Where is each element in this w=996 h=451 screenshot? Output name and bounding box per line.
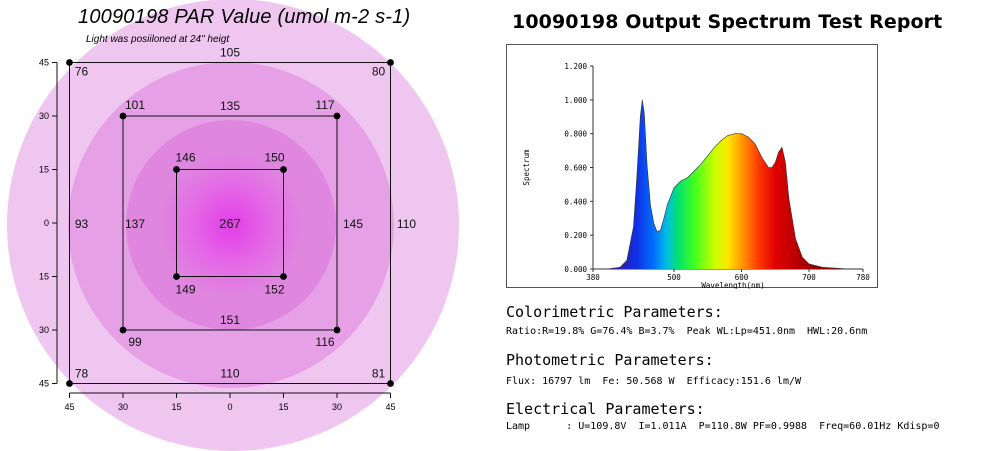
par-point-label: 110 <box>397 217 416 231</box>
par-point-marker <box>280 273 287 280</box>
par-point-label: 135 <box>220 99 240 113</box>
par-center-value: 267 <box>219 216 241 231</box>
par-point-label: 149 <box>175 283 195 297</box>
spectrum-y-tick-label: 0.200 <box>564 231 587 240</box>
par-point-marker <box>280 166 287 173</box>
spectrum-area <box>606 99 863 269</box>
par-x-tick-label: 30 <box>332 402 342 412</box>
par-point-marker <box>173 273 180 280</box>
par-x-tick-label: 45 <box>385 402 395 412</box>
par-point-marker <box>333 112 341 120</box>
par-point-marker <box>119 326 127 334</box>
par-y-tick-label: 30 <box>39 111 49 121</box>
par-ring-core <box>159 153 303 297</box>
spectrum-y-tick-label: 0.600 <box>564 164 587 173</box>
par-point-label: 93 <box>75 217 89 231</box>
par-point-label: 101 <box>125 98 145 112</box>
spectrum-y-tick-label: 0.800 <box>564 130 587 139</box>
par-y-tick-label: 0 <box>44 218 49 228</box>
electrical-heading: Electrical Parameters: <box>506 400 705 418</box>
spectrum-x-tick-label: 500 <box>667 273 681 282</box>
par-point-marker <box>66 59 73 66</box>
spectrum-chart: 0.000 0.200 0.400 0.600 0.800 1.000 1.200 380 50… <box>506 44 878 289</box>
par-frame-45 <box>69 62 391 384</box>
par-point-marker <box>387 59 394 66</box>
report-panel: 10090198 Output Spectrum Test Report 0.0… <box>470 0 996 451</box>
spectrum-y-tick-label: 1.200 <box>564 62 587 71</box>
par-y-tick-label: 30 <box>39 325 49 335</box>
par-point-label: 80 <box>372 65 386 79</box>
spectrum-x-tick-label: 380 <box>586 273 600 282</box>
par-title: 10090198 PAR Value (umol m-2 s-1) <box>78 6 411 28</box>
spectrum-y-label: Spectrum <box>522 149 531 186</box>
spectrum-y-tick-label: 0.000 <box>564 265 587 274</box>
par-y-tick-label: 45 <box>39 379 49 389</box>
par-x-tick-label: 45 <box>64 402 74 412</box>
spectrum-y-tick-label: 0.400 <box>564 197 587 206</box>
par-point-label: 78 <box>75 367 89 381</box>
spectrum-x-tick-label: 780 <box>856 273 870 282</box>
par-point-label: 110 <box>220 367 239 381</box>
par-x-tick-label: 15 <box>171 402 181 412</box>
par-subtitle: Light was posiiloned at 24" heigt <box>86 34 230 45</box>
par-point-label: 117 <box>315 98 334 112</box>
spectrum-line <box>606 99 863 270</box>
par-point-label: 99 <box>128 335 142 349</box>
par-point-label: 152 <box>264 283 284 297</box>
par-point-marker <box>173 166 180 173</box>
par-point-label: 105 <box>220 46 240 60</box>
par-point-label: 137 <box>125 217 145 231</box>
spectrum-y-tick-label: 1.000 <box>564 96 587 105</box>
par-point-label: 151 <box>220 313 240 327</box>
par-point-marker <box>387 380 394 387</box>
par-x-tick-label: 30 <box>118 402 128 412</box>
electrical-values: Lamp : U=109.8V I=1.011A P=110.8W PF=0.9… <box>506 421 940 432</box>
photometric-values: Flux: 16797 lm Fe: 50.568 W Efficacy:151… <box>506 376 802 387</box>
par-point-label: 76 <box>75 65 89 79</box>
par-frame-30 <box>122 115 338 331</box>
spectrum-x-tick-label: 700 <box>802 273 816 282</box>
par-point-marker <box>333 326 341 334</box>
par-frame-15 <box>176 169 284 277</box>
par-y-tick-label: 45 <box>39 58 49 68</box>
spectrum-x-tick-label: 600 <box>735 273 749 282</box>
par-point-label: 146 <box>175 151 195 165</box>
par-y-tick-label: 15 <box>39 272 49 282</box>
par-x-tick-label: 0 <box>227 402 232 412</box>
par-y-tick-label: 15 <box>39 165 49 175</box>
par-point-label: 81 <box>372 367 386 381</box>
par-x-tick-label: 15 <box>278 402 288 412</box>
spectrum-x-label: Wavelength(nm) <box>701 281 764 289</box>
par-point-label: 145 <box>343 217 363 231</box>
colorimetric-heading: Colorimetric Parameters: <box>506 303 723 321</box>
colorimetric-values: Ratio:R=19.8% G=76.4% B=3.7% Peak WL:Lp=… <box>506 326 868 337</box>
par-panel: 45 30 15 0 15 30 45 45 30 15 0 15 30 45 267 76 105 80 101… <box>0 0 470 451</box>
report-title: 10090198 Output Spectrum Test Report <box>512 11 943 33</box>
photometric-heading: Photometric Parameters: <box>506 351 714 369</box>
par-point-label: 116 <box>315 335 334 349</box>
spectrum-svg: 0.000 0.200 0.400 0.600 0.800 1.000 1.200 380 50… <box>522 62 870 289</box>
par-point-marker <box>119 112 127 120</box>
par-point-marker <box>66 380 73 387</box>
par-point-label: 150 <box>264 151 284 165</box>
